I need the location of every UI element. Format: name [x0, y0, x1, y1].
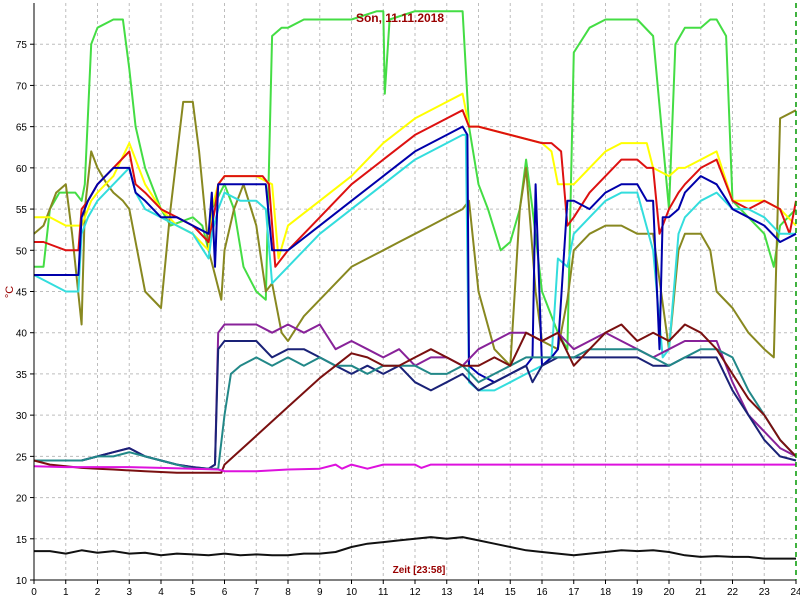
y-tick-label-65: 65 [16, 123, 28, 134]
y-tick-label-55: 55 [16, 205, 28, 216]
y-tick-label-20: 20 [16, 494, 28, 505]
x-tick-label-16: 16 [536, 587, 548, 598]
series-line-11 [33, 463, 796, 473]
x-tick-label-15: 15 [505, 587, 517, 598]
y-tick-label-45: 45 [16, 288, 28, 299]
label-layer: Son, 11.11.2018 Zeit [23:58] °C [4, 11, 445, 576]
x-tick-label-9: 9 [317, 587, 323, 598]
x-tick-label-20: 20 [663, 587, 675, 598]
series-line-12 [34, 536, 796, 560]
x-tick-label-8: 8 [285, 587, 291, 598]
x-tick-label-0: 0 [31, 587, 37, 598]
x-tick-label-10: 10 [346, 587, 358, 598]
y-axis-label: °C [4, 286, 16, 298]
x-tick-label-6: 6 [222, 587, 228, 598]
x-tick-label-14: 14 [473, 587, 485, 598]
x-tick-label-11: 11 [378, 587, 389, 598]
x-axis-label: Zeit [23:58] [393, 565, 446, 576]
x-tick-label-17: 17 [568, 587, 580, 598]
x-tick-label-23: 23 [759, 587, 771, 598]
x-tick-label-12: 12 [409, 587, 421, 598]
y-tick-label-50: 50 [16, 246, 28, 257]
x-tick-label-18: 18 [600, 587, 612, 598]
series-line-3 [34, 92, 797, 260]
y-tick-label-10: 10 [16, 576, 28, 587]
x-tick-label-5: 5 [190, 587, 196, 598]
y-tick-label-30: 30 [16, 411, 28, 422]
x-tick-label-22: 22 [727, 587, 739, 598]
x-tick-label-19: 19 [632, 587, 644, 598]
x-tick-label-1: 1 [63, 587, 69, 598]
x-tick-label-21: 21 [695, 587, 707, 598]
x-tick-label-2: 2 [95, 587, 101, 598]
x-tick-label-7: 7 [253, 587, 259, 598]
x-tick-label-4: 4 [158, 587, 164, 598]
series-line-2 [33, 100, 797, 367]
y-tick-label-15: 15 [16, 535, 28, 546]
chart-title: Son, 11.11.2018 [356, 11, 444, 25]
y-tick-label-60: 60 [16, 164, 28, 175]
y-tick-label-70: 70 [16, 81, 28, 92]
series-line-1 [34, 10, 797, 351]
y-tick-label-75: 75 [16, 40, 28, 51]
axis-layer: 0 1 2 3 4 5 6 7 8 9 10 11 12 13 14 15 16 17 18 19 20 21 22 23 24… [16, 3, 800, 598]
x-tick-label-13: 13 [441, 587, 453, 598]
series-line-4 [34, 109, 797, 268]
y-tick-label-35: 35 [16, 370, 28, 381]
series-layer [33, 10, 797, 560]
y-tick-label-40: 40 [16, 329, 28, 340]
series-line-10 [33, 323, 797, 474]
x-tick-label-3: 3 [126, 587, 132, 598]
y-tick-label-25: 25 [16, 452, 28, 463]
x-tick-label-24: 24 [790, 587, 800, 598]
series-line-6 [34, 125, 797, 384]
